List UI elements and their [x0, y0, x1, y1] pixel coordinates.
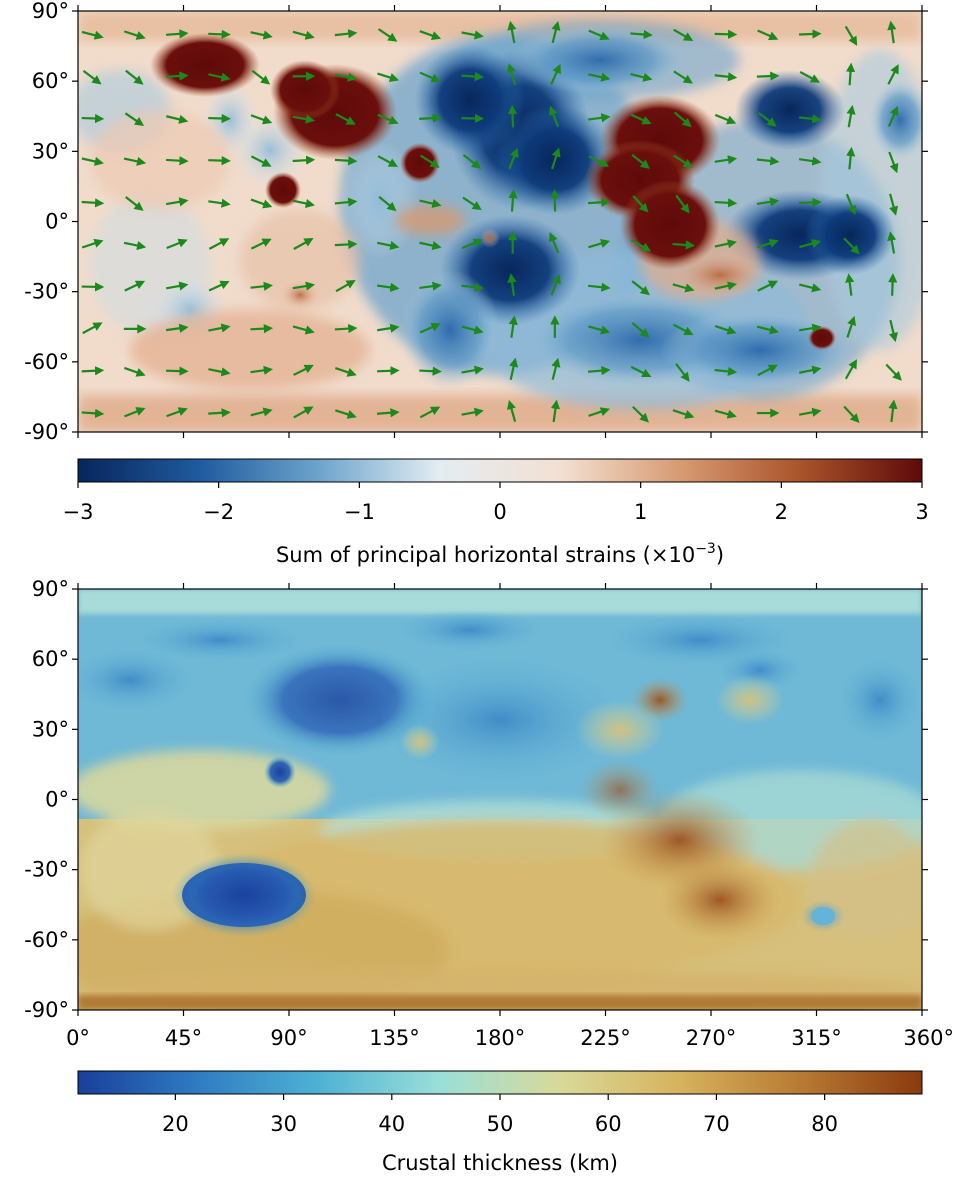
lat-tick-label: 0° [45, 788, 69, 812]
lon-tick-label: 225° [580, 1026, 631, 1050]
strain-colorbar: −3 −2 −1 0 1 2 3 Sum of principal horizontal s… [63, 459, 929, 567]
lat-tick-label: -90° [24, 420, 69, 444]
crust-colorbar-tick-label: 80 [811, 1112, 838, 1136]
strain-arrow [208, 118, 226, 119]
strain-arrow [377, 371, 395, 372]
strain-colorbar-bar [78, 459, 922, 482]
strain-colorbar-tick-label: −3 [63, 500, 94, 524]
lon-tick-label: 270° [686, 1026, 737, 1050]
strain-colorbar-tick-label: −2 [203, 500, 234, 524]
strain-arrow [672, 244, 690, 245]
lat-tick-label: 60° [32, 69, 69, 93]
strain-arrow [512, 109, 513, 127]
crust-colorbar-tick-label: 50 [487, 1112, 514, 1136]
crust-colorbar-tick-label: 20 [162, 1112, 189, 1136]
lon-tick-label: 360° [903, 1026, 954, 1050]
strain-arrow [166, 33, 184, 34]
strain-colorbar-tick-label: 2 [775, 500, 788, 524]
lon-tick-label: 0° [66, 1026, 90, 1050]
lat-tick-label: -90° [24, 998, 69, 1022]
lon-tick-label: 315° [791, 1026, 842, 1050]
strain-arrow [377, 412, 395, 413]
crust-map-field [50, 589, 940, 1010]
lat-tick-label: 90° [32, 0, 69, 23]
strain-arrow [715, 34, 733, 35]
crust-colorbar-label: Crustal thickness (km) [382, 1151, 618, 1175]
strain-arrow [82, 118, 100, 119]
lat-tick-label: 30° [32, 717, 69, 741]
lon-tick-label: 45° [165, 1026, 202, 1050]
lon-tick-label: 135° [369, 1026, 420, 1050]
strain-arrow [799, 34, 817, 35]
lon-tick-label: 180° [475, 1026, 526, 1050]
strain-arrow [82, 202, 100, 203]
crust-colorbar-tick-label: 60 [595, 1112, 622, 1136]
strain-arrow [166, 76, 184, 77]
strain-colorbar-tick-label: 0 [493, 500, 506, 524]
crust-colorbar-tick-label: 40 [378, 1112, 405, 1136]
lat-tick-label: 90° [32, 577, 69, 601]
strain-arrow [850, 67, 851, 85]
strain-arrow [82, 412, 100, 413]
strain-arrow [757, 76, 775, 77]
strain-colorbar-tick-label: 1 [634, 500, 647, 524]
strain-arrow [335, 244, 353, 245]
lat-tick-label: -30° [24, 280, 69, 304]
strain-arrow [166, 371, 184, 372]
strain-colorbar-tick-label: 3 [915, 500, 928, 524]
strain-colorbar-ticks: −3 −2 −1 0 1 2 3 [63, 482, 929, 524]
strain-arrow [512, 194, 513, 212]
strain-arrow [715, 202, 733, 203]
crust-colorbar-tick-label: 30 [270, 1112, 297, 1136]
strain-arrow [293, 160, 311, 161]
strain-arrow [335, 328, 353, 329]
strain-arrow [630, 33, 648, 34]
strain-arrow [892, 278, 893, 296]
crust-colorbar-ticks: 20 30 40 50 60 70 80 [162, 1094, 838, 1136]
strain-map: 90° 60° 30° 0° -30° -60° -90° [24, 0, 940, 444]
strain-arrow [82, 371, 100, 372]
strain-colorbar-label: Sum of principal horizontal strains (×10… [276, 541, 724, 567]
crust-colorbar-tick-label: 70 [703, 1112, 730, 1136]
lat-tick-label: -30° [24, 858, 69, 882]
crust-colorbar: 20 30 40 50 60 70 80 Crustal thickness (km) [78, 1071, 922, 1175]
strain-colorbar-tick-label: −1 [344, 500, 375, 524]
strain-arrow [250, 328, 268, 329]
strain-arrow [588, 202, 606, 203]
strain-arrow [166, 160, 184, 161]
strain-arrow [419, 118, 437, 119]
lat-tick-label: -60° [24, 928, 69, 952]
strain-map-field [70, 11, 940, 432]
strain-arrow [588, 370, 606, 372]
lon-tick-label: 90° [270, 1026, 307, 1050]
crust-map: 90° 60° 30° 0° -30° -60° -90° 0° 45° 90° 135° 180°… [24, 577, 954, 1050]
strain-arrow [208, 160, 226, 161]
lat-tick-label: 30° [32, 139, 69, 163]
strain-arrow [208, 412, 226, 413]
lat-tick-label: 60° [32, 647, 69, 671]
strain-arrow [461, 76, 479, 77]
strain-arrow [799, 202, 817, 203]
strain-arrow [335, 160, 353, 161]
strain-arrow [419, 371, 437, 372]
strain-arrow [208, 34, 226, 35]
lat-tick-label: -60° [24, 350, 69, 374]
crust-colorbar-bar [78, 1071, 922, 1094]
lat-tick-label: 0° [45, 210, 69, 234]
